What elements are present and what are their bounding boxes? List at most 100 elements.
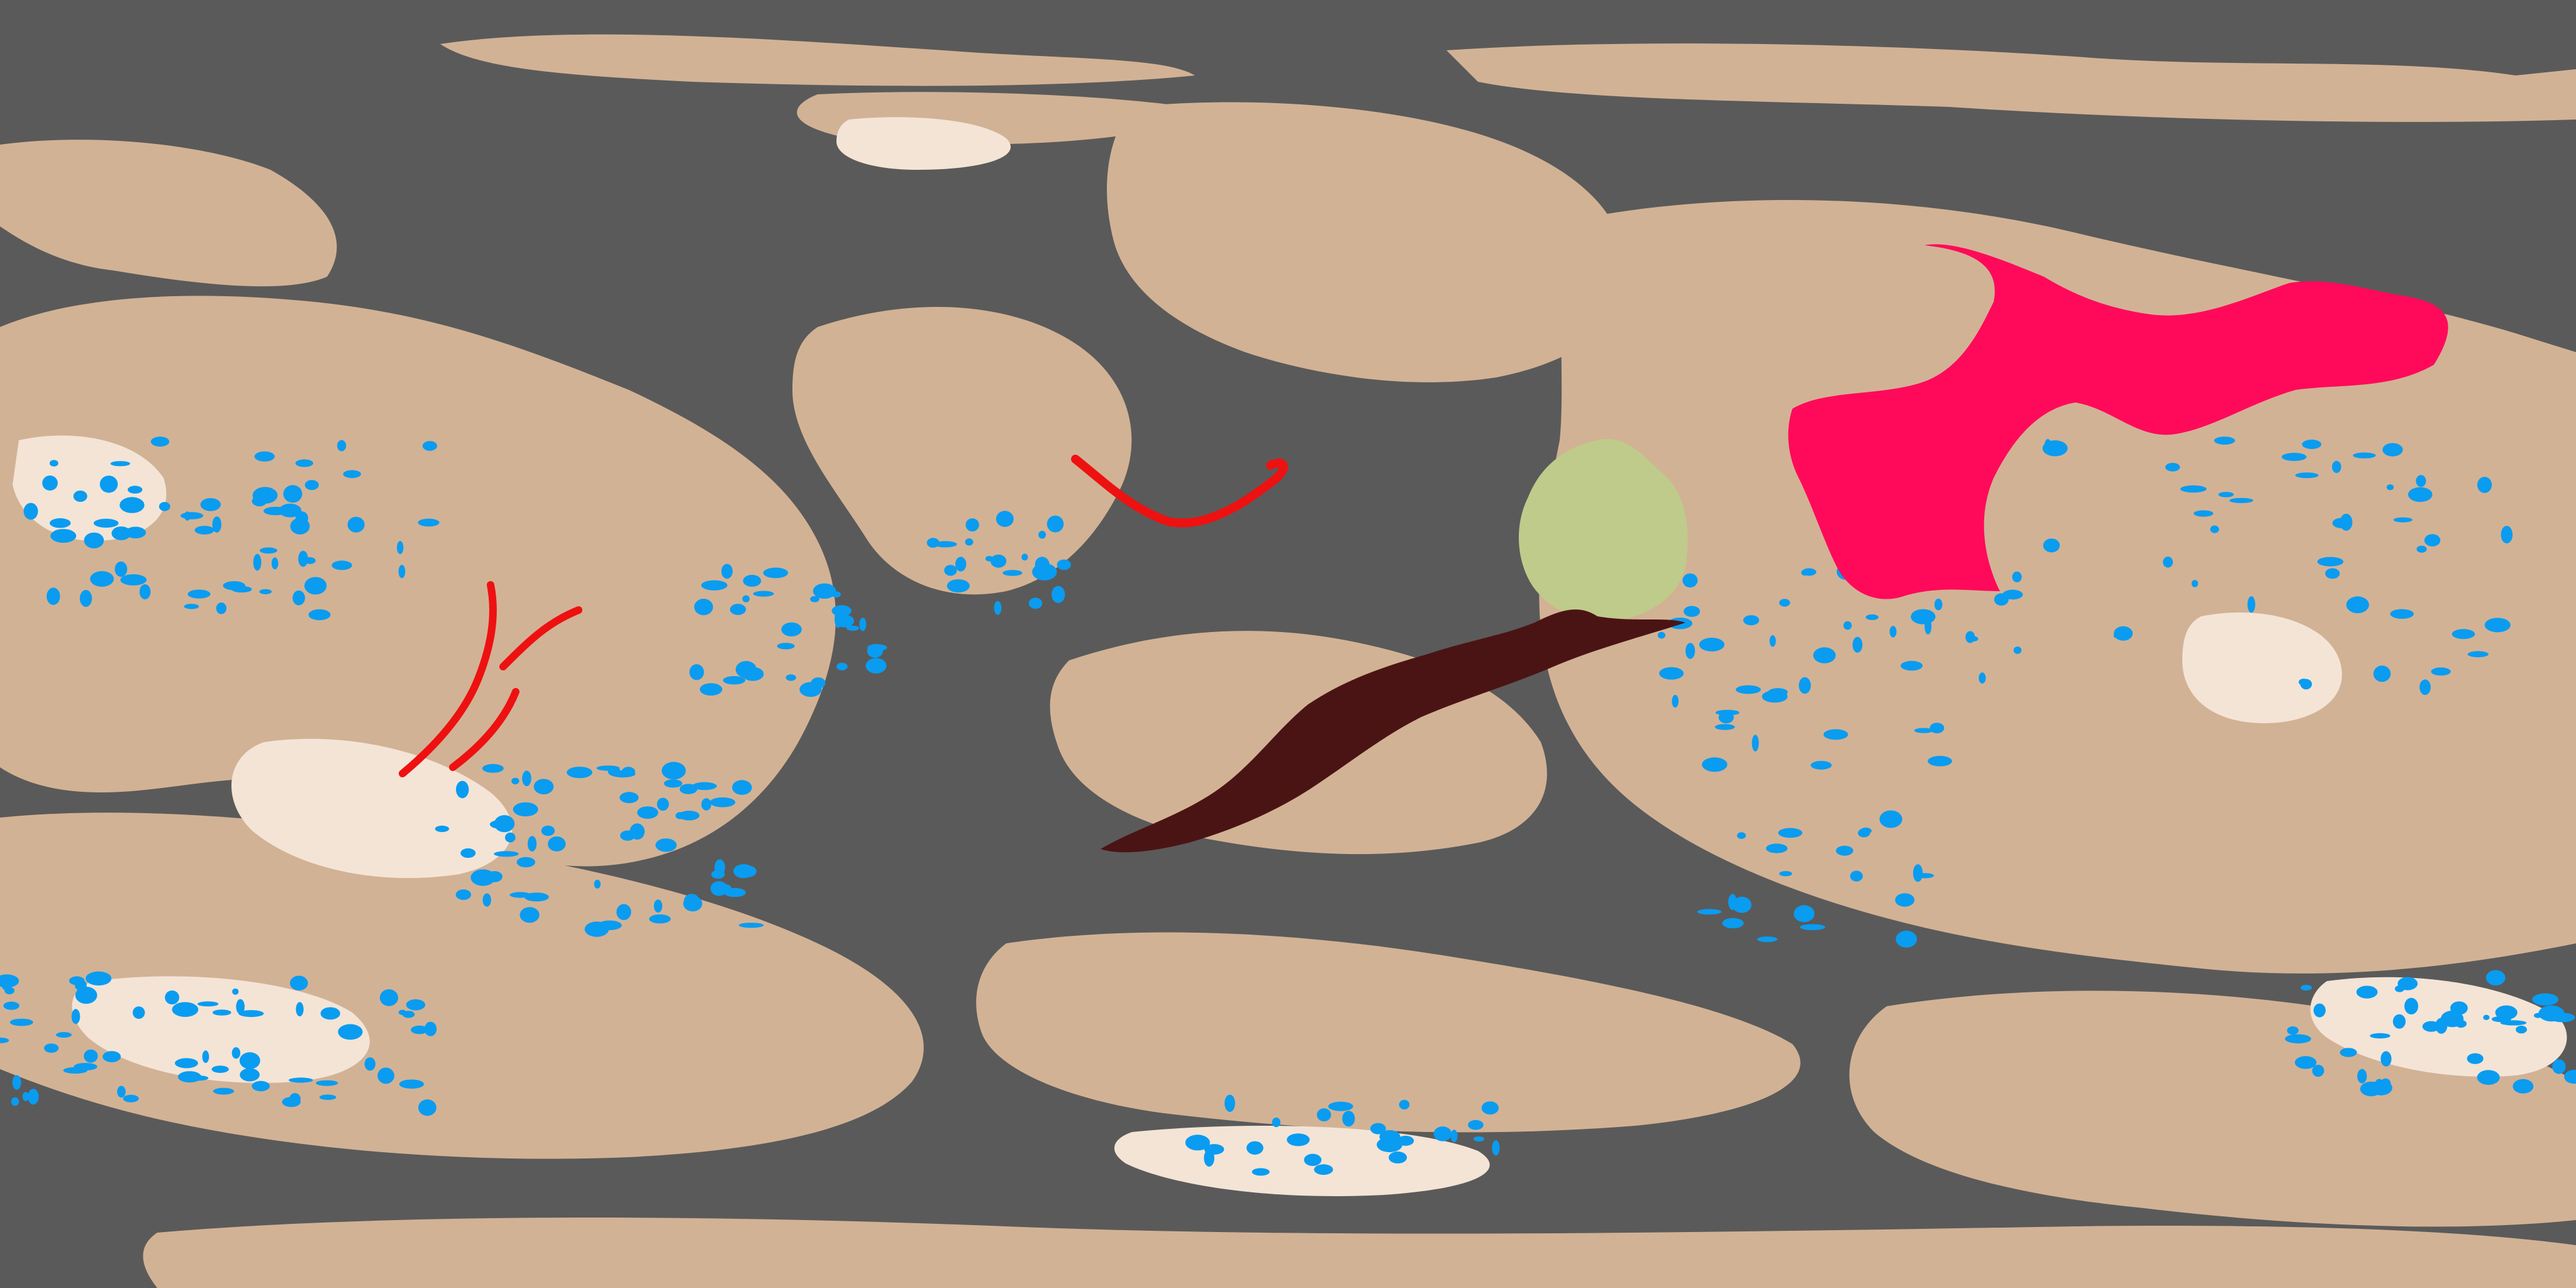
lake bbox=[49, 460, 58, 467]
lake bbox=[1287, 1133, 1310, 1146]
lake bbox=[2043, 538, 2060, 553]
lake bbox=[741, 667, 764, 681]
lake bbox=[653, 899, 663, 913]
lake bbox=[180, 512, 204, 519]
lake bbox=[679, 811, 700, 821]
lake bbox=[282, 1097, 301, 1108]
lake bbox=[399, 1079, 425, 1089]
lake bbox=[187, 589, 211, 599]
lake bbox=[90, 571, 114, 587]
lake-layer bbox=[0, 436, 2576, 1176]
lake bbox=[42, 475, 58, 491]
lake bbox=[2313, 1003, 2326, 1018]
lake bbox=[295, 459, 313, 467]
lake bbox=[331, 560, 352, 570]
lake bbox=[172, 1002, 199, 1017]
lake bbox=[1757, 936, 1778, 942]
lake bbox=[200, 498, 221, 511]
lake bbox=[1379, 1130, 1401, 1144]
lake bbox=[1492, 1140, 1500, 1156]
lake bbox=[165, 990, 179, 1005]
lake bbox=[1743, 615, 1760, 626]
lake bbox=[188, 1075, 209, 1081]
lake bbox=[74, 1063, 97, 1071]
lake bbox=[84, 1049, 98, 1063]
lake bbox=[304, 577, 327, 595]
lake bbox=[1968, 636, 1979, 641]
lake bbox=[254, 451, 275, 462]
lake bbox=[616, 904, 631, 920]
lake bbox=[1779, 599, 1790, 607]
lake bbox=[494, 815, 515, 833]
lake bbox=[211, 1065, 229, 1073]
lake bbox=[3, 1001, 19, 1010]
lake bbox=[2451, 629, 2475, 640]
lake bbox=[482, 763, 504, 773]
lake bbox=[86, 971, 112, 986]
lake bbox=[516, 857, 535, 868]
lake bbox=[125, 526, 146, 539]
lake bbox=[2194, 510, 2214, 517]
land-far-south-strip bbox=[143, 1218, 2576, 1288]
lake bbox=[1843, 621, 1852, 630]
lake bbox=[71, 1009, 80, 1024]
lake bbox=[2214, 436, 2235, 445]
lake bbox=[263, 506, 288, 516]
lake bbox=[867, 644, 887, 651]
lake bbox=[212, 516, 221, 533]
lake bbox=[482, 893, 491, 907]
lake bbox=[2435, 1018, 2448, 1034]
lake bbox=[213, 1087, 235, 1095]
lake bbox=[2408, 487, 2433, 502]
lake bbox=[2373, 665, 2391, 682]
lake bbox=[2340, 1048, 2357, 1057]
lake bbox=[50, 518, 71, 528]
lake bbox=[1672, 694, 1679, 708]
highland-west-b bbox=[231, 738, 513, 879]
lake bbox=[763, 567, 789, 579]
lake bbox=[2382, 443, 2403, 457]
land-east-continent bbox=[1539, 199, 2576, 974]
lake bbox=[110, 461, 130, 467]
lake bbox=[1246, 1141, 1263, 1155]
lake bbox=[1813, 647, 1836, 663]
lake bbox=[723, 676, 746, 685]
lake bbox=[175, 1058, 198, 1069]
lake bbox=[184, 511, 191, 521]
lake bbox=[319, 1094, 336, 1100]
lake bbox=[239, 1052, 260, 1069]
lake bbox=[738, 923, 764, 928]
lake bbox=[12, 1075, 21, 1090]
lake bbox=[271, 557, 279, 570]
lake bbox=[117, 1085, 126, 1098]
lake bbox=[28, 1089, 39, 1105]
lake bbox=[567, 767, 592, 779]
lake bbox=[662, 762, 686, 780]
lake bbox=[1046, 515, 1064, 533]
lake bbox=[2325, 568, 2340, 579]
lake bbox=[505, 832, 516, 843]
lake bbox=[2247, 596, 2255, 613]
lake bbox=[2393, 517, 2412, 523]
lake bbox=[460, 848, 476, 858]
lake bbox=[197, 1001, 219, 1007]
lake bbox=[114, 561, 128, 577]
lake bbox=[621, 767, 635, 777]
lake bbox=[2191, 580, 2199, 587]
lake bbox=[231, 1047, 241, 1059]
lake bbox=[240, 1068, 260, 1082]
lake bbox=[1778, 828, 1802, 838]
lake bbox=[701, 798, 711, 811]
magenta-region bbox=[1788, 244, 2448, 599]
lake bbox=[1913, 864, 1923, 882]
lake bbox=[1811, 760, 1832, 770]
lake bbox=[1699, 638, 1724, 652]
lake bbox=[111, 526, 131, 540]
lake bbox=[23, 502, 38, 520]
lake bbox=[343, 470, 362, 479]
lake bbox=[777, 643, 795, 650]
lake bbox=[799, 682, 822, 697]
lake bbox=[44, 1043, 59, 1053]
lake bbox=[2392, 1014, 2406, 1029]
lake bbox=[509, 892, 531, 898]
